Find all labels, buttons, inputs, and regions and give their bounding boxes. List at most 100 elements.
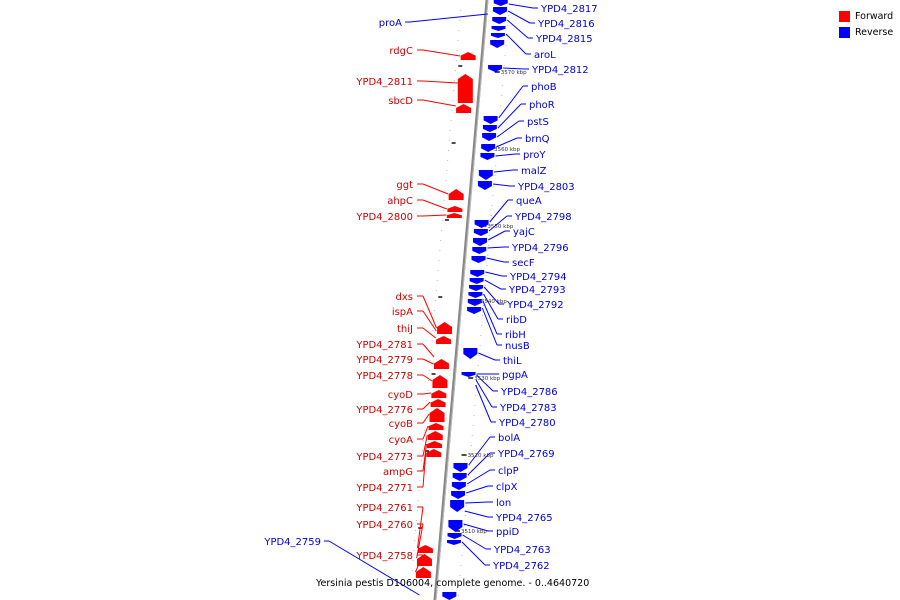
forward-gene (427, 431, 443, 440)
leader-line (466, 469, 491, 485)
guide-dot (460, 565, 462, 566)
guide-dot (457, 595, 459, 596)
leader-line (496, 137, 518, 148)
reverse-gene (471, 256, 486, 263)
reverse-gene (450, 500, 465, 512)
guide-dot (494, 175, 496, 176)
guide-dot (435, 290, 437, 291)
guide-dot (503, 65, 505, 66)
guide-dot (479, 345, 481, 346)
forward-gene-label: cyoA (389, 435, 414, 446)
guide-dot (482, 315, 484, 316)
guide-dot (458, 585, 460, 586)
reverse-gene-label: YPD4_2765 (495, 513, 553, 524)
guide-dot (470, 445, 472, 446)
leader-line (422, 434, 428, 457)
guide-dot (473, 415, 475, 416)
guide-dot (441, 220, 443, 221)
legend-label-reverse: Reverse (855, 26, 894, 38)
guide-dot (442, 210, 444, 211)
leader-line (422, 374, 433, 382)
leader-line (475, 384, 492, 423)
guide-dot (415, 530, 417, 531)
guide-dot (466, 495, 468, 496)
guide-dot (412, 560, 414, 561)
forward-gene-label: ahpC (387, 196, 413, 207)
forward-gene-label: cyoD (388, 390, 414, 401)
reverse-gene-label: YPD4_2792 (506, 300, 564, 311)
forward-gene-label: thiJ (397, 324, 413, 335)
leader-line (467, 452, 491, 476)
reverse-gene (480, 153, 495, 160)
reverse-gene (492, 17, 507, 24)
leader-line (422, 99, 456, 107)
guide-dot (450, 120, 452, 121)
reverse-gene-label: aroL (534, 50, 556, 61)
leader-line (464, 510, 489, 518)
forward-gene-label: ggt (396, 180, 413, 191)
guide-dot (410, 580, 412, 581)
guide-dot (422, 440, 424, 441)
leader-line (466, 485, 489, 494)
guide-dot (428, 370, 430, 371)
guide-dot (458, 30, 460, 31)
leader-line (481, 307, 498, 346)
leader-line (462, 534, 487, 550)
forward-gene-label: YPD4_2758 (355, 551, 413, 562)
forward-gene-label: YPD4_2781 (355, 340, 413, 351)
leader-line (422, 343, 435, 358)
forward-swatch (839, 10, 850, 22)
guide-dot (501, 95, 503, 96)
reverse-gene (446, 540, 461, 545)
forward-gene (429, 408, 445, 422)
guide-dot (476, 385, 478, 386)
reverse-gene-label: YPD4_2793 (508, 285, 566, 296)
leader-line (503, 67, 525, 70)
reverse-gene-label: YPD4_2803 (517, 182, 575, 193)
tick-label: 3510 kbp (461, 529, 487, 535)
forward-gene-label: YPD4_2800 (355, 212, 413, 223)
guide-dot (455, 60, 457, 61)
reverse-gene-label: ribH (505, 330, 526, 341)
guide-dot (413, 550, 415, 551)
forward-gene (426, 449, 442, 457)
forward-gene (426, 441, 442, 448)
leader-line (486, 257, 505, 263)
reverse-gene-label: YPD4_2817 (540, 4, 598, 15)
leader-line (422, 413, 430, 424)
forward-gene-label: YPD4_2779 (355, 355, 413, 366)
tick-label: 3520 kbp (468, 453, 494, 459)
reverse-gene (453, 463, 468, 472)
forward-gene (446, 213, 462, 218)
reverse-gene (469, 285, 484, 291)
reverse-swatch (839, 26, 850, 38)
reverse-gene (467, 307, 482, 314)
guide-dot (490, 215, 492, 216)
reverse-gene-label: nusB (505, 341, 530, 352)
guide-dot (456, 50, 458, 51)
guide-dot (464, 515, 466, 516)
guide-dot (430, 350, 432, 351)
legend: Forward Reverse (839, 9, 893, 41)
reverse-gene-label: lon (496, 498, 511, 509)
reverse-gene (442, 592, 457, 600)
guide-dot (451, 110, 453, 111)
reverse-gene-label: YPD4_2780 (498, 418, 556, 429)
forward-gene (448, 189, 464, 200)
reverse-gene (461, 372, 476, 377)
guide-dot (415, 520, 417, 521)
forward-gene (417, 545, 433, 553)
guide-dot (454, 70, 456, 71)
forward-gene-label: cyoB (389, 419, 414, 430)
chromosome-axis-highlight (435, 0, 489, 600)
guide-dot (495, 165, 497, 166)
guide-dot (465, 505, 467, 506)
forward-gene (437, 322, 453, 334)
guide-dot (491, 205, 493, 206)
tick-label: 3550 kbp (487, 224, 513, 230)
forward-gene (431, 390, 447, 398)
tick-label: 3530 kbp (474, 376, 500, 382)
guide-dot (444, 190, 446, 191)
reverse-gene (473, 238, 488, 246)
guide-dot (427, 390, 429, 391)
